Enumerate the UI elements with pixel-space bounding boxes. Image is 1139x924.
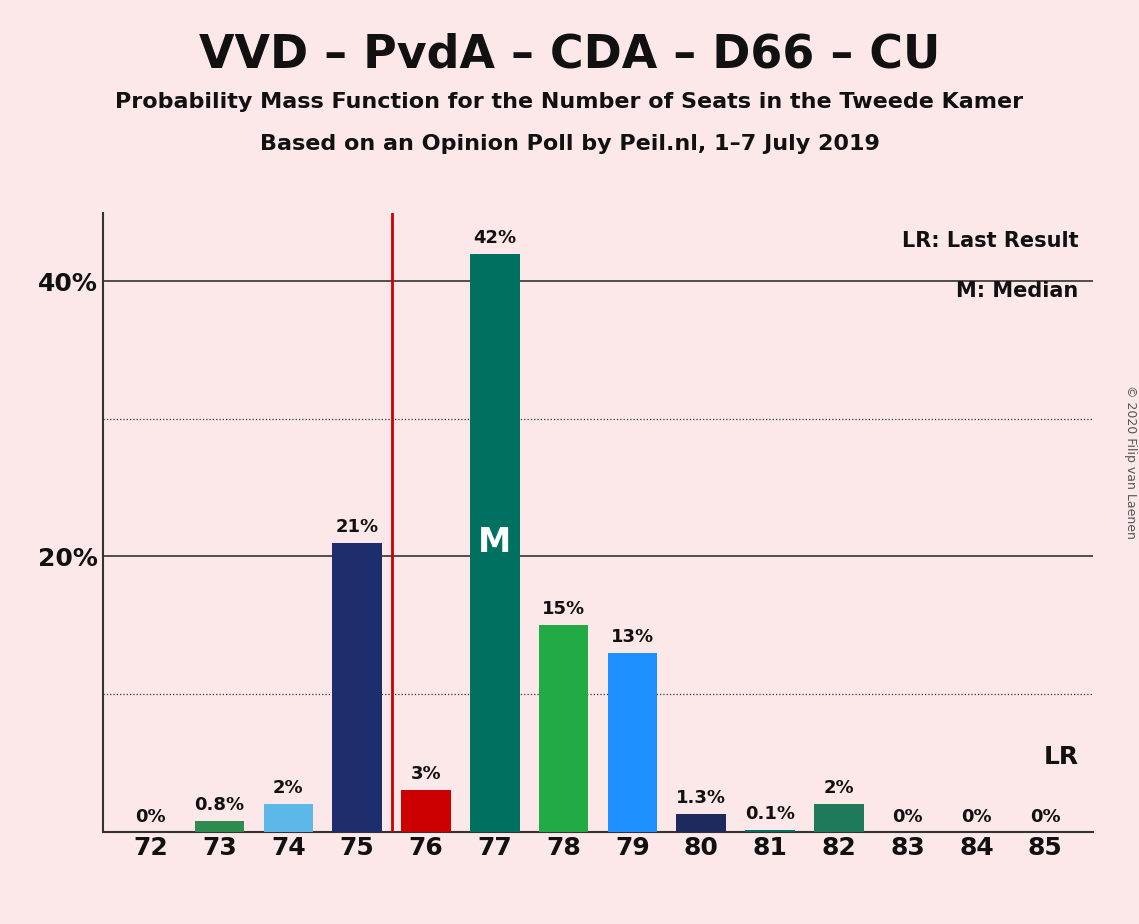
Text: 21%: 21% — [336, 517, 378, 536]
Bar — [539, 626, 589, 832]
Bar — [607, 652, 657, 832]
Text: LR: Last Result: LR: Last Result — [902, 231, 1079, 251]
Text: 42%: 42% — [473, 229, 516, 247]
Bar — [745, 831, 795, 832]
Bar — [333, 542, 382, 832]
Text: Based on an Opinion Poll by Peil.nl, 1–7 July 2019: Based on an Opinion Poll by Peil.nl, 1–7… — [260, 134, 879, 154]
Text: Probability Mass Function for the Number of Seats in the Tweede Kamer: Probability Mass Function for the Number… — [115, 92, 1024, 113]
Text: 0.8%: 0.8% — [195, 796, 245, 814]
Text: M: Median: M: Median — [957, 281, 1079, 300]
Bar — [195, 821, 244, 832]
Text: 13%: 13% — [611, 628, 654, 646]
Bar — [401, 790, 451, 832]
Bar — [677, 814, 726, 832]
Text: 15%: 15% — [542, 601, 585, 618]
Text: 0%: 0% — [136, 808, 166, 826]
Text: 3%: 3% — [411, 765, 441, 784]
Text: 0%: 0% — [1030, 808, 1060, 826]
Text: LR: LR — [1043, 745, 1079, 769]
Text: 0%: 0% — [892, 808, 923, 826]
Text: 2%: 2% — [273, 779, 304, 797]
Bar — [470, 254, 519, 832]
Bar — [814, 804, 863, 832]
Text: 2%: 2% — [823, 779, 854, 797]
Text: © 2020 Filip van Laenen: © 2020 Filip van Laenen — [1124, 385, 1137, 539]
Text: M: M — [478, 526, 511, 559]
Text: 0.1%: 0.1% — [745, 806, 795, 823]
Text: 0%: 0% — [961, 808, 992, 826]
Bar — [263, 804, 313, 832]
Text: VVD – PvdA – CDA – D66 – CU: VVD – PvdA – CDA – D66 – CU — [199, 32, 940, 78]
Text: 1.3%: 1.3% — [677, 789, 727, 807]
